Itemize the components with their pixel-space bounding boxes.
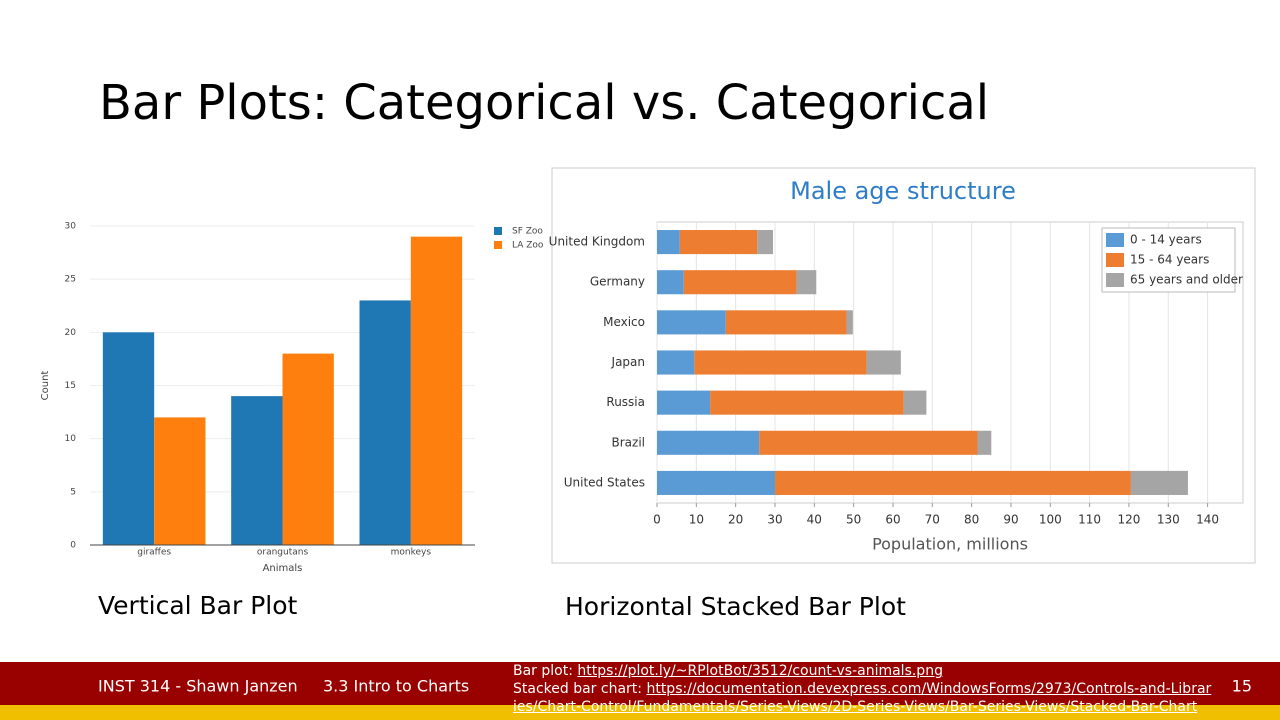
source-link[interactable]: https://plot.ly/~RPlotBot/3512/count-vs-… xyxy=(577,663,943,679)
x-tick-label: orangutans xyxy=(257,548,309,558)
bar-segment xyxy=(657,310,726,335)
y-tick-label: 15 xyxy=(65,381,76,391)
y-tick-label: Brazil xyxy=(612,435,646,449)
legend-swatch xyxy=(1106,233,1124,247)
footer-course: INST 314 - Shawn Janzen xyxy=(98,677,298,696)
caption: Horizontal Stacked Bar Plot xyxy=(565,592,906,621)
x-tick-label: 60 xyxy=(885,513,900,527)
bar-segment xyxy=(657,430,760,455)
bar-segment xyxy=(903,390,927,415)
x-axis-label: Animals xyxy=(263,563,303,574)
footer-sources: Bar plot: https://plot.ly/~RPlotBot/3512… xyxy=(513,662,1213,716)
bar-segment xyxy=(759,430,978,455)
bar-segment xyxy=(657,390,711,415)
bar xyxy=(359,300,411,545)
x-tick-label: 100 xyxy=(1039,513,1062,527)
bar-segment xyxy=(796,270,817,295)
footer-bar xyxy=(0,662,1280,705)
bar xyxy=(231,396,283,545)
bar-segment xyxy=(846,310,853,335)
bar-segment xyxy=(657,350,695,375)
x-tick-label: 90 xyxy=(1003,513,1018,527)
x-tick-label: 120 xyxy=(1117,513,1140,527)
bar xyxy=(282,353,334,545)
y-tick-label: United Kingdom xyxy=(549,235,645,249)
bar xyxy=(102,332,155,545)
legend-label: LA Zoo xyxy=(512,241,544,251)
x-tick-label: 140 xyxy=(1196,513,1219,527)
bar-segment xyxy=(774,470,1131,495)
y-tick-label: 0 xyxy=(70,541,76,551)
bar-segment xyxy=(679,230,758,255)
legend-swatch xyxy=(1106,273,1124,287)
page-number: 15 xyxy=(1232,677,1252,696)
x-axis-label: Population, millions xyxy=(872,535,1028,554)
x-tick-label: 80 xyxy=(964,513,979,527)
x-tick-label: 0 xyxy=(653,513,661,527)
y-tick-label: 20 xyxy=(65,328,77,338)
y-tick-label: Japan xyxy=(611,355,645,369)
legend-label: 0 - 14 years xyxy=(1130,233,1202,247)
legend-swatch xyxy=(494,241,502,249)
y-tick-label: Russia xyxy=(606,395,645,409)
source: Stacked bar chart: https://documentation… xyxy=(513,680,1213,716)
x-tick-label: 50 xyxy=(846,513,861,527)
caption: Vertical Bar Plot xyxy=(98,591,298,620)
x-tick-label: 70 xyxy=(925,513,940,527)
source-label: Bar plot: xyxy=(513,663,573,679)
bar-segment xyxy=(683,270,797,295)
bar-segment xyxy=(1130,470,1188,495)
y-tick-label: Mexico xyxy=(603,315,645,329)
bar-segment xyxy=(657,230,680,255)
slide-title: Bar Plots: Categorical vs. Categorical xyxy=(99,75,989,131)
source: Bar plot: https://plot.ly/~RPlotBot/3512… xyxy=(513,662,1213,680)
x-tick-label: 110 xyxy=(1078,513,1101,527)
bar-segment xyxy=(657,270,684,295)
legend-label: 15 - 64 years xyxy=(1130,253,1209,267)
legend-swatch xyxy=(494,227,502,235)
source-link[interactable]: https://documentation.devexpress.com/Win… xyxy=(513,681,1212,715)
bar xyxy=(154,417,206,545)
legend-swatch xyxy=(1106,253,1124,267)
y-tick-label: 30 xyxy=(65,222,77,232)
x-tick-label: 40 xyxy=(807,513,822,527)
y-tick-label: Germany xyxy=(590,275,645,289)
bar-segment xyxy=(710,390,904,415)
x-tick-label: monkeys xyxy=(391,548,432,558)
bar-segment xyxy=(866,350,901,375)
y-axis-label: Count xyxy=(40,371,51,401)
x-tick-label: 10 xyxy=(689,513,704,527)
footer-section: 3.3 Intro to Charts xyxy=(323,677,469,696)
footer-strip xyxy=(0,705,1280,720)
x-tick-label: 20 xyxy=(728,513,743,527)
y-tick-label: 10 xyxy=(65,434,77,444)
y-tick-label: 5 xyxy=(70,487,76,497)
bar-segment xyxy=(657,470,775,495)
bar xyxy=(410,236,463,545)
y-tick-label: 25 xyxy=(65,275,76,285)
legend-label: 65 years and older xyxy=(1130,273,1243,287)
source-label: Stacked bar chart: xyxy=(513,681,642,697)
legend-label: SF Zoo xyxy=(512,227,543,237)
bar-segment xyxy=(977,430,992,455)
chart-title: Male age structure xyxy=(790,177,1016,205)
bar-segment xyxy=(725,310,847,335)
x-tick-label: 30 xyxy=(767,513,782,527)
y-tick-label: United States xyxy=(564,475,645,489)
x-tick-label: 130 xyxy=(1157,513,1180,527)
x-tick-label: giraffes xyxy=(137,548,171,558)
bar-segment xyxy=(757,230,774,255)
bar-segment xyxy=(694,350,867,375)
legend-box xyxy=(1101,227,1236,293)
